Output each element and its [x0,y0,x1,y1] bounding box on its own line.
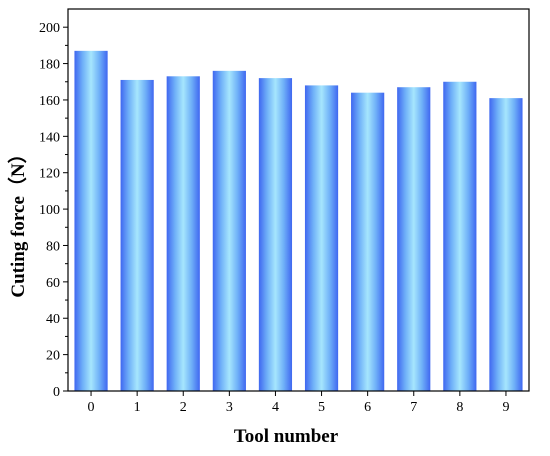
y-tick-label: 60 [46,276,60,291]
bar-tool-7 [397,87,431,391]
y-tick-label: 200 [39,21,60,36]
bar-tool-2 [166,76,200,392]
plot-frame [67,8,530,392]
x-tick-label: 0 [88,400,95,415]
bar-tool-6 [351,92,385,392]
y-tick-label: 160 [39,94,60,109]
x-tick-label: 5 [318,400,325,415]
y-tick-label: 100 [39,203,60,218]
y-tick-label: 140 [39,130,60,145]
bar-tool-4 [258,78,293,392]
bars-group [74,50,523,392]
axes-group [63,8,530,396]
bar-tool-9 [489,98,523,391]
y-tick-label: 80 [46,239,60,254]
bar-tool-0 [74,50,108,392]
x-tick-label: 7 [410,400,417,415]
y-tick-label: 0 [53,385,60,400]
x-tick-label: 4 [272,400,279,415]
x-tick-label: 6 [364,400,371,415]
labels-group: 0 1 2 3 4 5 6 7 8 9 0 20 40 60 80 100 120 140 160 180 200 [39,21,509,415]
y-axis-title: Cuting force（N） [6,144,29,297]
bar-tool-1 [120,79,154,391]
x-axis-title: Tool number [234,426,339,447]
x-tick-label: 8 [456,400,463,415]
bar-tool-3 [212,70,246,391]
y-tick-label: 180 [39,58,60,73]
bar-tool-5 [304,85,339,392]
bar-tool-8 [443,81,477,391]
y-tick-label: 120 [39,167,60,182]
x-tick-label: 1 [134,400,141,415]
x-tick-label: 3 [226,400,233,415]
y-tick-label: 20 [46,349,60,364]
y-tick-label: 40 [46,312,60,327]
x-tick-label: 2 [180,400,187,415]
x-tick-label: 9 [502,400,509,415]
